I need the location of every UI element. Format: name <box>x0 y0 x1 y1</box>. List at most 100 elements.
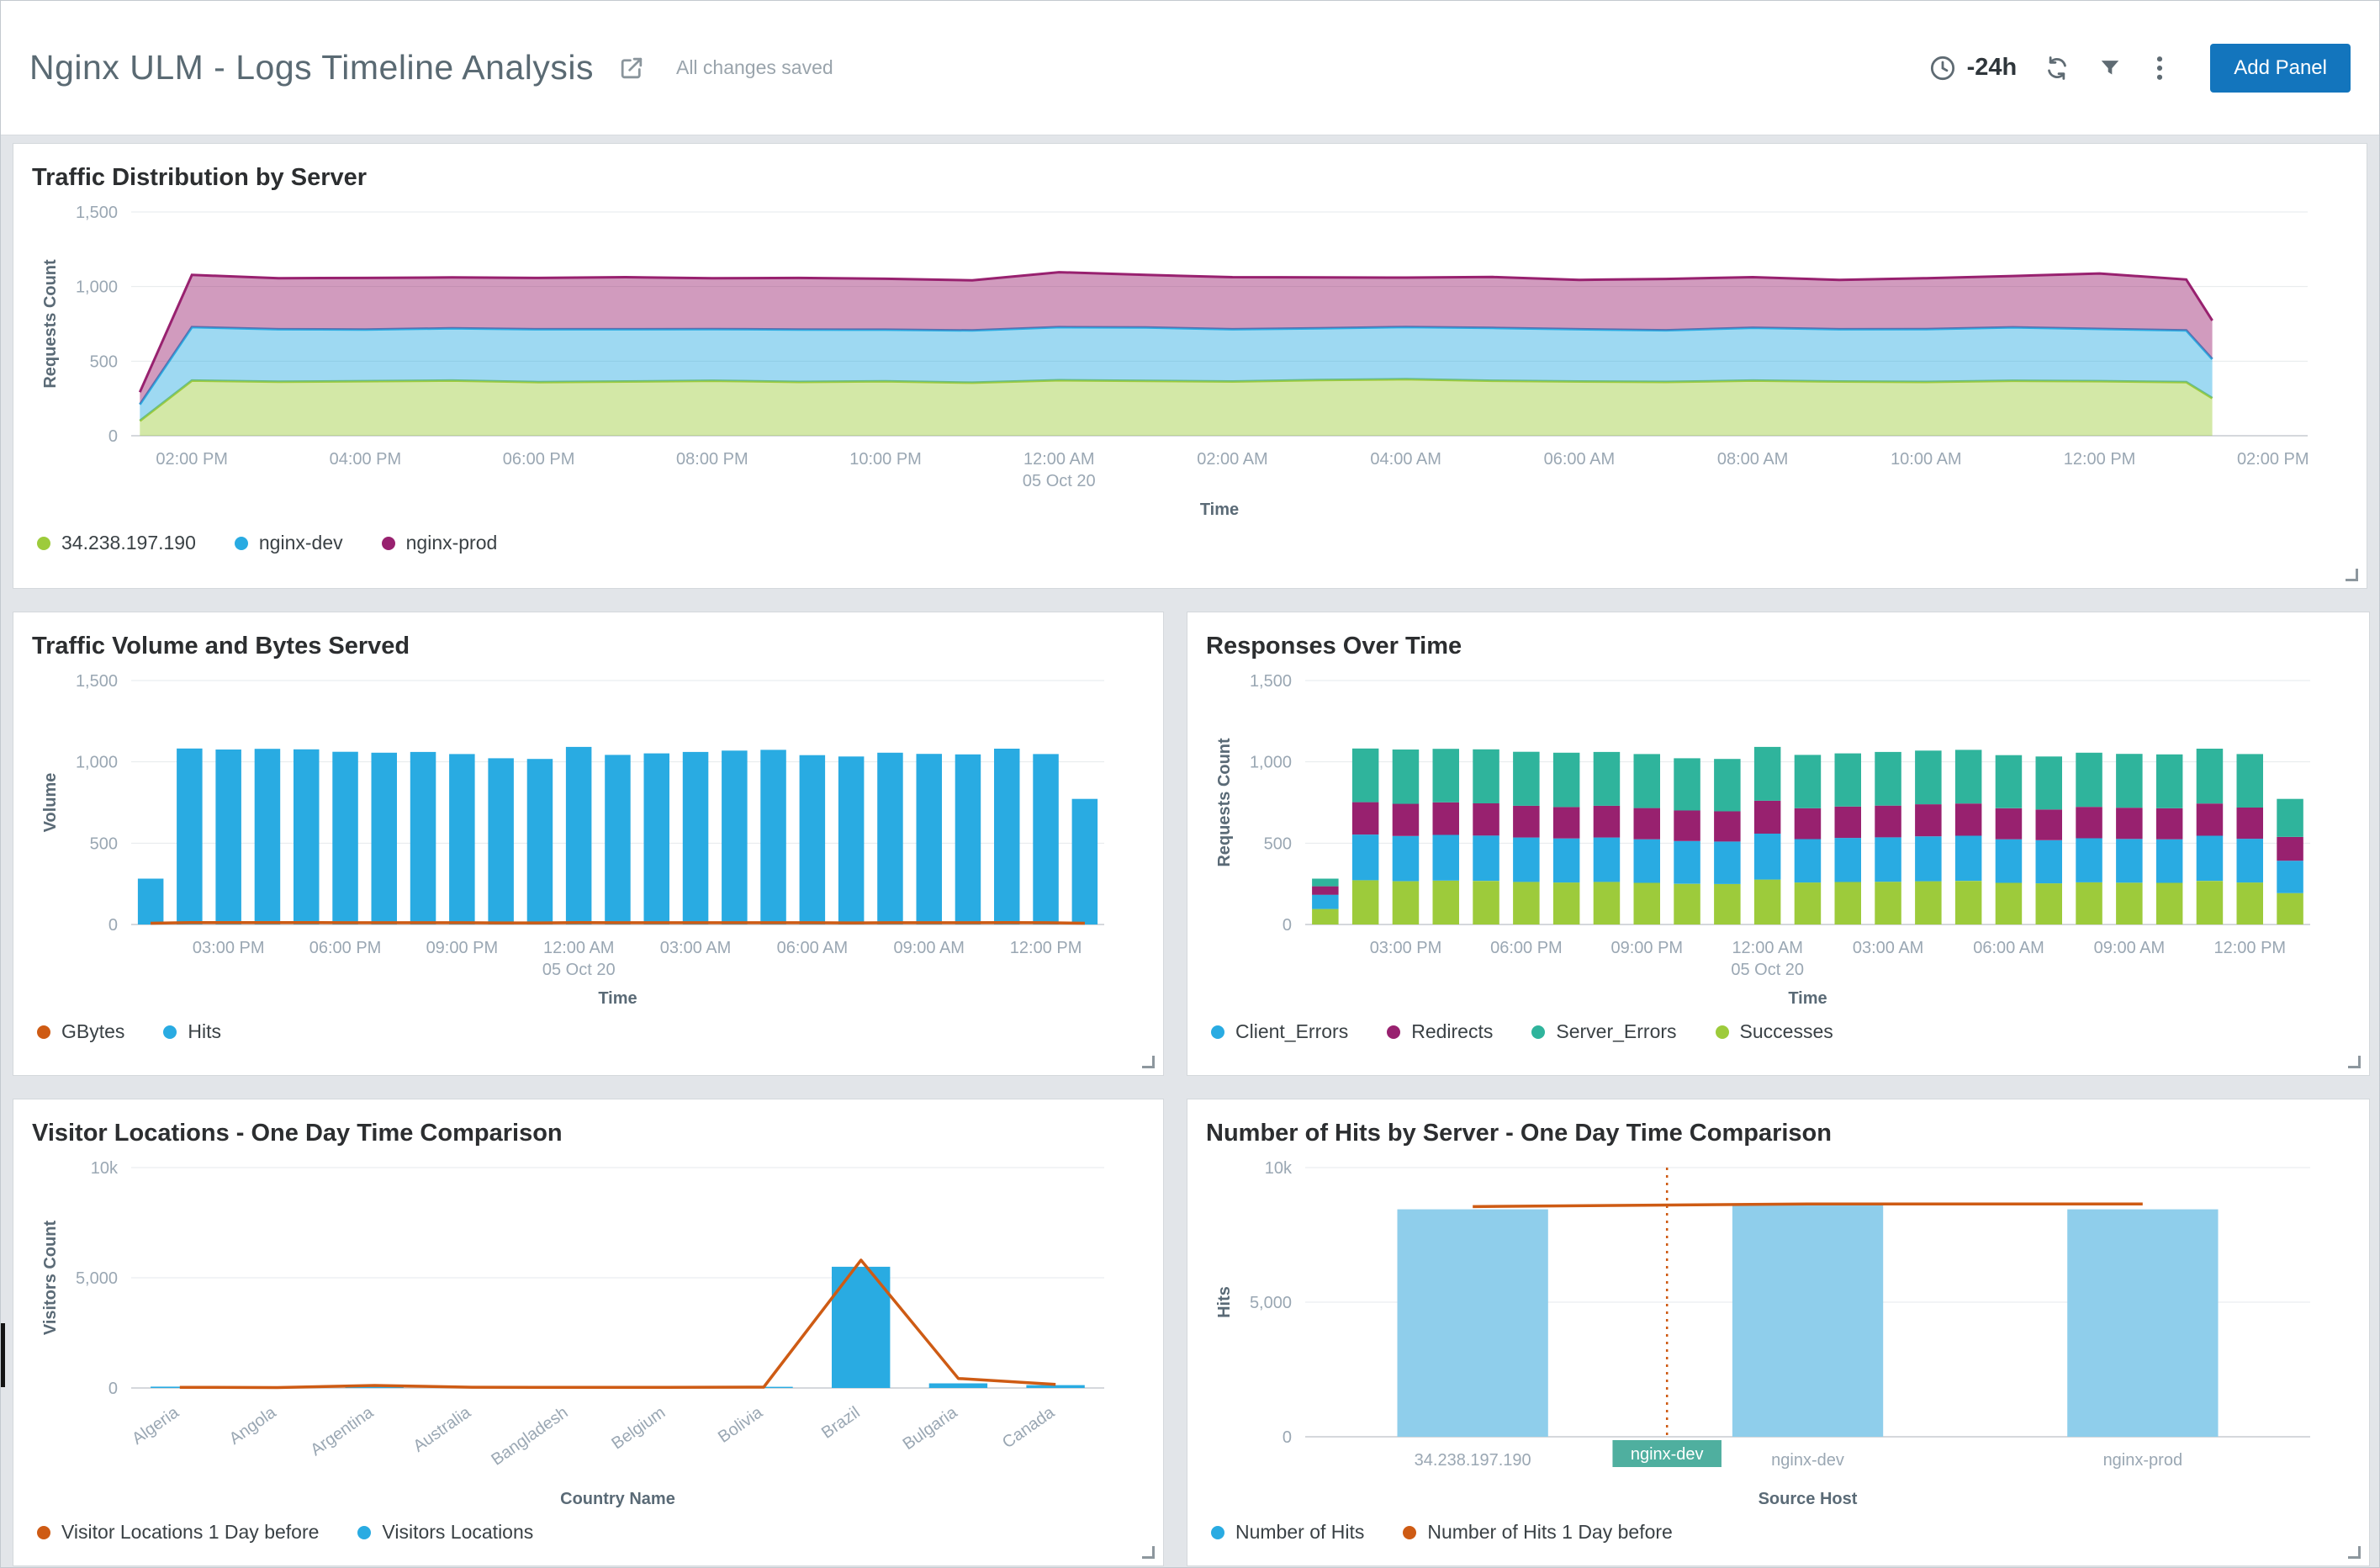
svg-text:06:00 PM: 06:00 PM <box>503 450 575 469</box>
svg-text:12:00 PM: 12:00 PM <box>2064 450 2136 469</box>
legend-item-successes[interactable]: Successes <box>1715 1020 1833 1043</box>
svg-text:Belgium: Belgium <box>608 1403 669 1453</box>
panel-title-traffic-distribution: Traffic Distribution by Server <box>32 164 368 191</box>
svg-text:500: 500 <box>90 834 118 853</box>
svg-text:Visitors Count: Visitors Count <box>41 1221 60 1336</box>
share-button[interactable] <box>617 54 646 82</box>
svg-text:1,000: 1,000 <box>1250 754 1292 772</box>
svg-text:06:00 PM: 06:00 PM <box>1490 939 1563 957</box>
panel-resize-handle[interactable] <box>2346 569 2358 581</box>
page-edge-scrollbar[interactable] <box>1 1323 5 1387</box>
time-range-button[interactable]: -24h <box>1928 54 2018 82</box>
legend-item-client-errors[interactable]: Client_Errors <box>1211 1020 1348 1043</box>
svg-text:03:00 AM: 03:00 AM <box>660 939 732 957</box>
svg-text:12:00 AM: 12:00 AM <box>543 939 615 957</box>
chart-traffic-distribution[interactable]: 0 500 1,000 1,500 02:00 PM 04:00 PM 06:00 PM 08… <box>30 197 2350 525</box>
chart-canvas: 0 5,000 10k Algeria Angola Argentina Australia… <box>41 1159 1104 1508</box>
svg-text:0: 0 <box>108 427 118 446</box>
svg-text:Canada: Canada <box>999 1403 1059 1453</box>
panel-resize-handle[interactable] <box>2348 1056 2361 1068</box>
svg-text:06:00 AM: 06:00 AM <box>1973 939 2044 957</box>
svg-text:nginx-dev: nginx-dev <box>1771 1451 1844 1470</box>
svg-text:04:00 PM: 04:00 PM <box>330 450 402 469</box>
chart-canvas: 0 500 1,000 1,500 03:00 PM 06:00 PM 09:00 PM 12… <box>41 672 1104 1008</box>
panel-traffic-volume: Traffic Volume and Bytes Served 0 500 1,00… <box>13 612 1164 1076</box>
chart-visitor-locations[interactable]: 0 5,000 10k Algeria Angola Argentina Australia… <box>30 1152 1146 1514</box>
svg-text:Algeria: Algeria <box>129 1403 182 1449</box>
panel-resize-handle[interactable] <box>1142 1546 1155 1559</box>
svg-text:nginx-prod: nginx-prod <box>2103 1451 2183 1470</box>
svg-text:10k: 10k <box>1265 1159 1293 1178</box>
panel-title-traffic-volume: Traffic Volume and Bytes Served <box>32 633 410 660</box>
svg-text:02:00 AM: 02:00 AM <box>1197 450 1268 469</box>
legend-label: Successes <box>1739 1020 1833 1042</box>
legend-item-nginx-dev[interactable]: nginx-dev <box>234 532 343 554</box>
legend-item-gbytes[interactable]: GBytes <box>37 1020 124 1043</box>
svg-text:06:00 AM: 06:00 AM <box>1544 450 1616 469</box>
svg-text:09:00 AM: 09:00 AM <box>2094 939 2166 957</box>
legend-dot <box>1715 1025 1729 1039</box>
svg-text:09:00 PM: 09:00 PM <box>1610 939 1683 957</box>
svg-text:08:00 PM: 08:00 PM <box>676 450 748 469</box>
legend-label: Server_Errors <box>1556 1020 1677 1042</box>
svg-text:Volume: Volume <box>41 773 60 833</box>
save-status: All changes saved <box>675 56 833 78</box>
legend-label: GBytes <box>61 1020 125 1042</box>
add-panel-button[interactable]: Add Panel <box>2210 43 2351 93</box>
panel-traffic-distribution: Traffic Distribution by Server 0 500 1,000… <box>13 143 2367 589</box>
legend-item-visitors-locations[interactable]: Visitors Locations <box>357 1521 533 1544</box>
panel-responses-over-time: Responses Over Time 0 500 1,000 1,500 03:00 … <box>1187 612 2370 1076</box>
svg-text:5,000: 5,000 <box>1250 1294 1292 1312</box>
chart-canvas: 0 500 1,000 1,500 02:00 PM 04:00 PM 06:00 PM 08… <box>41 204 2309 519</box>
legend-dot <box>381 536 395 550</box>
svg-text:Angola: Angola <box>226 1403 280 1449</box>
svg-text:05 Oct 20: 05 Oct 20 <box>1731 961 1804 979</box>
svg-text:1,000: 1,000 <box>76 278 118 297</box>
svg-text:Brazil: Brazil <box>818 1403 864 1443</box>
chart-responses-over-time[interactable]: 0 500 1,000 1,500 03:00 PM 06:00 PM 09:00 PM 12… <box>1204 665 2352 1014</box>
refresh-button[interactable] <box>2044 55 2071 82</box>
legend-label: Hits <box>188 1020 222 1042</box>
svg-text:1,500: 1,500 <box>76 672 118 691</box>
legend-item-nginx-prod[interactable]: nginx-prod <box>381 532 498 554</box>
legend-label: Redirects <box>1411 1020 1494 1042</box>
svg-text:10:00 AM: 10:00 AM <box>1891 450 1962 469</box>
svg-text:02:00 PM: 02:00 PM <box>2237 450 2309 469</box>
legend-item-visitor-locations-1-day-before[interactable]: Visitor Locations 1 Day before <box>37 1521 319 1544</box>
legend-label: nginx-prod <box>405 532 498 554</box>
legend-hits-by-server: Number of Hits Number of Hits 1 Day befor… <box>1204 1514 2352 1549</box>
legend-item-server-errors[interactable]: Server_Errors <box>1531 1020 1677 1043</box>
legend-dot <box>234 536 248 550</box>
svg-text:1,500: 1,500 <box>76 204 118 222</box>
svg-text:34.238.197.190: 34.238.197.190 <box>1415 1451 1531 1470</box>
svg-text:12:00 AM: 12:00 AM <box>1732 939 1803 957</box>
kebab-menu-button[interactable] <box>2150 54 2170 82</box>
filter-button[interactable] <box>2097 56 2123 81</box>
svg-text:02:00 PM: 02:00 PM <box>156 450 228 469</box>
svg-text:Source Host: Source Host <box>1759 1490 1858 1508</box>
legend-item-redirects[interactable]: Redirects <box>1387 1020 1493 1043</box>
svg-text:Time: Time <box>1200 501 1239 519</box>
legend-item-number-of-hits-1-day-before[interactable]: Number of Hits 1 Day before <box>1403 1521 1673 1544</box>
legend-item-34-238-197-190[interactable]: 34.238.197.190 <box>37 532 196 554</box>
svg-text:500: 500 <box>90 352 118 371</box>
legend-label: Number of Hits 1 Day before <box>1427 1521 1673 1543</box>
legend-label: 34.238.197.190 <box>61 532 196 554</box>
chart-traffic-volume[interactable]: 0 500 1,000 1,500 03:00 PM 06:00 PM 09:00 PM 12… <box>30 665 1146 1014</box>
svg-text:05 Oct 20: 05 Oct 20 <box>542 961 616 979</box>
svg-text:Bulgaria: Bulgaria <box>900 1403 961 1454</box>
svg-text:05 Oct 20: 05 Oct 20 <box>1023 472 1096 490</box>
time-range-value: -24h <box>1966 54 2018 81</box>
kebab-menu-icon <box>2157 56 2163 80</box>
svg-text:500: 500 <box>1264 834 1292 853</box>
svg-text:09:00 PM: 09:00 PM <box>426 939 499 957</box>
svg-text:Argentina: Argentina <box>307 1403 377 1460</box>
chart-hits-by-server[interactable]: 0 5,000 10k nginx-dev 34.238.197.190 nginx-de… <box>1204 1152 2352 1514</box>
panel-resize-handle[interactable] <box>1142 1056 1155 1068</box>
legend-item-hits[interactable]: Hits <box>163 1020 221 1043</box>
legend-dot <box>1531 1025 1546 1039</box>
panel-resize-handle[interactable] <box>2348 1546 2361 1559</box>
legend-label: Client_Errors <box>1235 1020 1349 1042</box>
legend-dot <box>1387 1025 1401 1039</box>
legend-item-number-of-hits[interactable]: Number of Hits <box>1211 1521 1364 1544</box>
